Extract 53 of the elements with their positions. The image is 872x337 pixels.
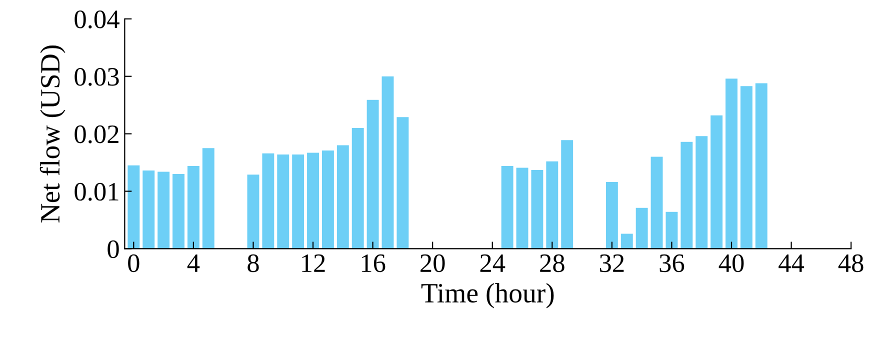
bar	[606, 182, 618, 249]
bar	[172, 174, 184, 249]
bar	[128, 165, 140, 249]
bar	[352, 128, 364, 249]
bar	[650, 156, 663, 249]
bar	[516, 168, 528, 249]
x-tick-label: 12	[302, 254, 325, 272]
x-tick-label: 24	[480, 254, 506, 272]
bar	[396, 117, 409, 249]
y-tick-label: 0.02	[74, 125, 118, 144]
bar	[277, 154, 290, 249]
bar	[710, 115, 723, 249]
x-tick-label: 44	[778, 254, 804, 272]
bar	[531, 170, 544, 249]
x-tick-label: 20	[420, 254, 445, 272]
bar	[620, 234, 633, 249]
bar	[561, 140, 574, 249]
x-tick-label: 40	[718, 254, 744, 272]
x-axis-title: Time (hour)	[421, 283, 554, 308]
x-tick-label: 28	[540, 254, 564, 272]
x-tick-label: 32	[600, 254, 624, 272]
bar	[696, 136, 708, 249]
bar	[680, 142, 693, 249]
x-tick-label: 48	[838, 254, 864, 272]
bar	[247, 174, 260, 249]
bar	[382, 76, 394, 249]
bar	[501, 166, 514, 249]
bar	[636, 208, 648, 249]
y-tick-label: 0.01	[74, 182, 118, 201]
y-tick-label: 0.03	[74, 68, 119, 86]
bar	[755, 83, 768, 249]
bar	[546, 161, 558, 249]
bar	[366, 100, 379, 249]
y-tick-label: 0.04	[74, 10, 120, 28]
bar	[262, 153, 274, 249]
bar	[307, 152, 319, 249]
x-tick-label: 0	[128, 254, 140, 272]
x-tick-label: 16	[362, 254, 386, 272]
y-axis-title: Net flow (USD)	[40, 46, 66, 222]
x-tick-label: 8	[248, 254, 259, 272]
bar	[187, 166, 200, 249]
x-tick-label: 36	[660, 254, 684, 272]
bar	[666, 212, 678, 249]
bar	[726, 78, 738, 249]
bar	[142, 170, 155, 249]
bar	[322, 150, 334, 249]
bar	[292, 154, 304, 249]
y-tick-label: 0	[108, 240, 119, 258]
bar	[158, 172, 170, 249]
x-tick-label: 4	[187, 254, 200, 272]
bar	[336, 145, 349, 249]
bar	[740, 86, 752, 249]
bar	[202, 148, 214, 249]
